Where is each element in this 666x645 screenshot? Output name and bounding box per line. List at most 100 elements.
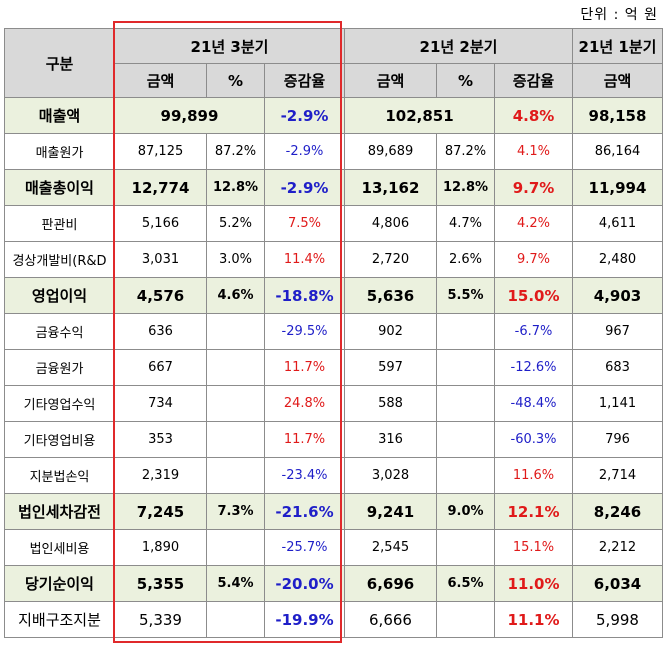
- q3-change: 7.5%: [264, 205, 345, 242]
- row-label: 지분법손익: [4, 457, 115, 494]
- q2-amount: 13,162: [344, 169, 437, 206]
- q1-amount: 8,246: [572, 493, 663, 530]
- row-label: 판관비: [4, 205, 115, 242]
- table-row: 매출총이익 12,774 12.8% -2.9% 13,162 12.8% 9.7% 11,9…: [4, 169, 663, 206]
- q1-amount: 5,998: [572, 601, 663, 638]
- q3-amount: 636: [114, 313, 207, 350]
- q1-amount: 86,164: [572, 133, 663, 170]
- financial-table: 구분 21년 3분기 21년 2분기 21년 1분기 금액 % 증감율 금액 %…: [4, 28, 663, 638]
- q2-percent: [436, 421, 495, 458]
- q3-amount: 667: [114, 349, 207, 386]
- q2-percent: [436, 457, 495, 494]
- q3-percent: 5.4%: [206, 565, 265, 602]
- q2-percent: [436, 385, 495, 422]
- q2-change: 11.1%: [494, 601, 573, 638]
- q2-amount: 6,666: [344, 601, 437, 638]
- table-row: 지배구조지분 5,339 -19.9% 6,666 11.1% 5,998: [4, 601, 663, 638]
- q1-amount: 2,480: [572, 241, 663, 278]
- table-row: 법인세차감전 7,245 7.3% -21.6% 9,241 9.0% 12.1% 8,246: [4, 493, 663, 530]
- q3-amount: 12,774: [114, 169, 207, 206]
- q1-amount: 11,994: [572, 169, 663, 206]
- q2-amount: 5,636: [344, 277, 437, 314]
- q3-change: -18.8%: [264, 277, 345, 314]
- q3-percent: [206, 385, 265, 422]
- q3-amount: 3,031: [114, 241, 207, 278]
- q3-percent: [206, 529, 265, 566]
- q2-amount: 597: [344, 349, 437, 386]
- table-row: 영업이익 4,576 4.6% -18.8% 5,636 5.5% 15.0% 4,903: [4, 277, 663, 314]
- q3-percent: 12.8%: [206, 169, 265, 206]
- table-row: 기타영업비용 353 11.7% 316 -60.3% 796: [4, 421, 663, 458]
- q3-percent: [206, 421, 265, 458]
- row-label: 경상개발비(R&D: [4, 241, 115, 278]
- row-label: 지배구조지분: [4, 601, 115, 638]
- q3-percent: [206, 601, 265, 638]
- q2-amount: 4,806: [344, 205, 437, 242]
- q2-change: 15.1%: [494, 529, 573, 566]
- q1-amount: 98,158: [572, 97, 663, 134]
- q3-change: -20.0%: [264, 565, 345, 602]
- table-row: 당기순이익 5,355 5.4% -20.0% 6,696 6.5% 11.0% 6,034: [4, 565, 663, 602]
- row-label: 당기순이익: [4, 565, 115, 602]
- q3-percent: 3.0%: [206, 241, 265, 278]
- header-q2-percent: %: [436, 63, 495, 98]
- row-label: 금융수익: [4, 313, 115, 350]
- q2-amount: 2,720: [344, 241, 437, 278]
- table-row: 판관비 5,166 5.2% 7.5% 4,806 4.7% 4.2% 4,611: [4, 205, 663, 242]
- q2-percent: 2.6%: [436, 241, 495, 278]
- q2-change: 11.6%: [494, 457, 573, 494]
- q2-amount: 588: [344, 385, 437, 422]
- q2-change: -12.6%: [494, 349, 573, 386]
- q3-amount: 4,576: [114, 277, 207, 314]
- q3-amount: 734: [114, 385, 207, 422]
- header-q3-amount: 금액: [114, 63, 207, 98]
- row-label: 기타영업수익: [4, 385, 115, 422]
- table-row: 법인세비용 1,890 -25.7% 2,545 15.1% 2,212: [4, 529, 663, 566]
- q1-amount: 4,611: [572, 205, 663, 242]
- q2-amount: 902: [344, 313, 437, 350]
- header-q2-change: 증감율: [494, 63, 573, 98]
- q3-amount: 99,899: [114, 97, 265, 134]
- q2-change: 9.7%: [494, 169, 573, 206]
- q1-amount: 1,141: [572, 385, 663, 422]
- q2-change: 4.2%: [494, 205, 573, 242]
- q3-amount: 353: [114, 421, 207, 458]
- row-label: 매출총이익: [4, 169, 115, 206]
- q2-percent: 87.2%: [436, 133, 495, 170]
- q3-change: -2.9%: [264, 169, 345, 206]
- q3-change: -19.9%: [264, 601, 345, 638]
- q3-amount: 5,339: [114, 601, 207, 638]
- q3-percent: [206, 313, 265, 350]
- q3-change: 11.4%: [264, 241, 345, 278]
- q2-change: 12.1%: [494, 493, 573, 530]
- q2-change: 4.8%: [494, 97, 573, 134]
- q3-percent: [206, 457, 265, 494]
- q3-amount: 5,166: [114, 205, 207, 242]
- header-q2: 21년 2분기: [344, 28, 573, 64]
- header-category: 구분: [4, 28, 115, 98]
- q3-change: -2.9%: [264, 97, 345, 134]
- row-label: 영업이익: [4, 277, 115, 314]
- q3-change: 11.7%: [264, 421, 345, 458]
- q3-percent: 87.2%: [206, 133, 265, 170]
- table-row: 기타영업수익 734 24.8% 588 -48.4% 1,141: [4, 385, 663, 422]
- header-q1-amount: 금액: [572, 63, 663, 98]
- q3-percent: 7.3%: [206, 493, 265, 530]
- q2-change: 15.0%: [494, 277, 573, 314]
- q2-amount: 89,689: [344, 133, 437, 170]
- q1-amount: 4,903: [572, 277, 663, 314]
- q2-percent: 4.7%: [436, 205, 495, 242]
- q1-amount: 2,714: [572, 457, 663, 494]
- table-row: 매출원가 87,125 87.2% -2.9% 89,689 87.2% 4.1% 86,16…: [4, 133, 663, 170]
- q3-percent: [206, 349, 265, 386]
- q1-amount: 2,212: [572, 529, 663, 566]
- unit-label: 단위 : 억 원: [580, 7, 658, 23]
- row-label: 금융원가: [4, 349, 115, 386]
- row-label: 법인세비용: [4, 529, 115, 566]
- q2-change: -6.7%: [494, 313, 573, 350]
- q2-change: -60.3%: [494, 421, 573, 458]
- row-label: 법인세차감전: [4, 493, 115, 530]
- q3-change: 11.7%: [264, 349, 345, 386]
- q3-change: -21.6%: [264, 493, 345, 530]
- q3-change: -2.9%: [264, 133, 345, 170]
